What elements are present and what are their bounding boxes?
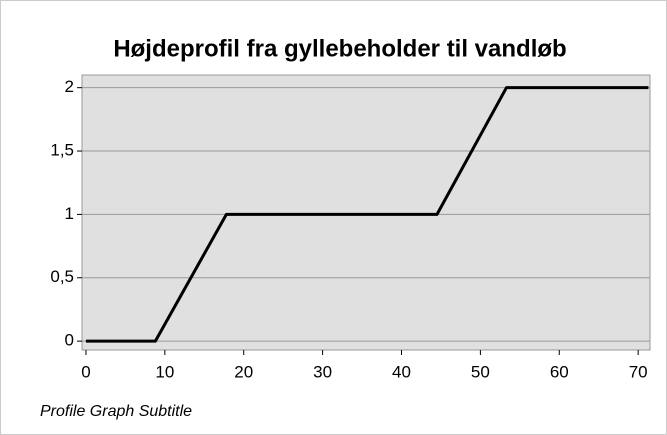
x-tick-label: 20 [234,362,253,381]
y-tick-label: 1,5 [50,141,74,160]
x-tick-label: 0 [81,362,90,381]
plot-area [81,74,651,351]
y-tick-label: 0,5 [50,267,74,286]
line-series [85,86,649,343]
subtitle: Profile Graph Subtitle [40,403,192,420]
x-tick-label: 30 [313,362,332,381]
x-tick-label: 10 [155,362,174,381]
x-tick-label: 70 [629,362,648,381]
y-tick-label: 2 [65,77,74,96]
chart-title: Højdeprofil fra gyllebeholder til vandlø… [113,35,566,62]
x-tick-label: 60 [550,362,569,381]
x-tick-label: 50 [471,362,490,381]
y-tick-label: 1 [65,204,74,223]
y-tick-label: 0 [65,331,74,350]
x-tick-label: 40 [392,362,411,381]
